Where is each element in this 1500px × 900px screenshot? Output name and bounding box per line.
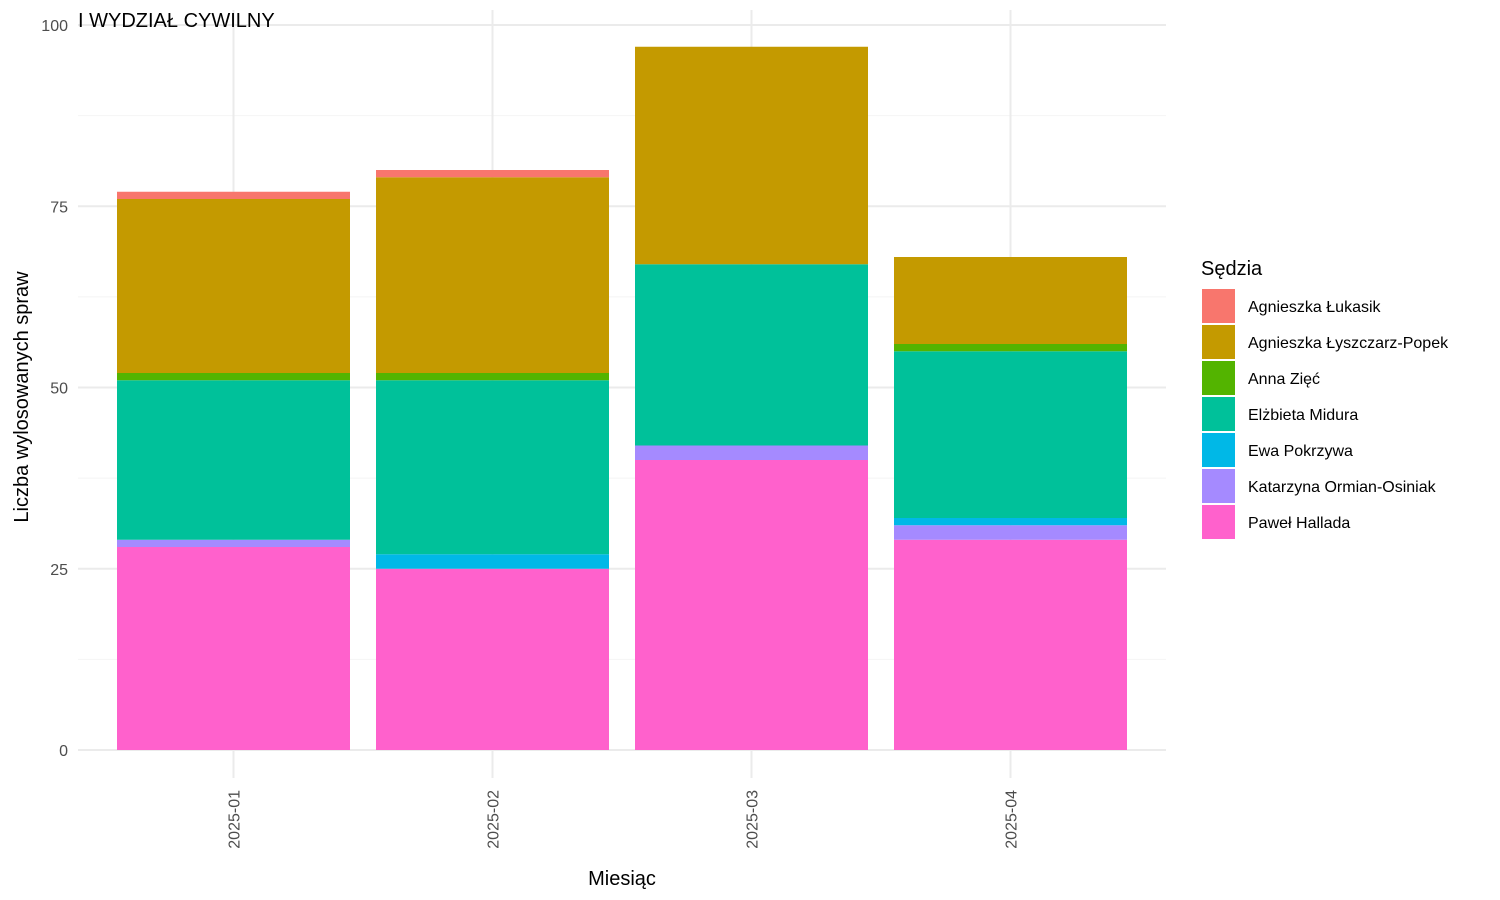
legend-swatch: [1202, 433, 1235, 467]
y-tick-label: 0: [59, 743, 68, 760]
y-tick-label: 100: [41, 18, 68, 35]
bar-segment: [376, 373, 609, 381]
legend-label: Agnieszka Łyszczarz-Popek: [1248, 335, 1449, 352]
bar-segment: [894, 539, 1127, 750]
x-tick-label: 2025-04: [1004, 790, 1021, 849]
bar-segment: [376, 177, 609, 373]
legend-label: Katarzyna Ormian-Osiniak: [1248, 479, 1437, 496]
x-tick-label: 2025-03: [745, 790, 762, 849]
bar-segment: [117, 380, 350, 540]
bar-segment: [376, 554, 609, 569]
y-tick-label: 75: [50, 199, 68, 216]
x-axis-ticks: 2025-01 2025-02 2025-03 2025-04: [227, 790, 1021, 849]
y-tick-label: 25: [50, 562, 68, 579]
bar-segment: [117, 539, 350, 547]
bar-segment: [894, 257, 1127, 344]
bars: [117, 46, 1127, 750]
chart-title: I WYDZIAŁ CYWILNY: [78, 10, 275, 32]
legend-swatch: [1202, 469, 1235, 503]
bar-segment: [894, 525, 1127, 540]
x-tick-label: 2025-01: [227, 790, 244, 849]
legend-label: Elżbieta Midura: [1248, 407, 1358, 424]
legend-label: Agnieszka Łukasik: [1248, 299, 1382, 316]
legend-title: Sędzia: [1201, 258, 1263, 280]
legend-swatch: [1202, 361, 1235, 395]
bar-segment: [635, 445, 868, 460]
legend: Sędzia Agnieszka Łukasik Agnieszka Łyszcz…: [1201, 258, 1449, 539]
bar-segment: [635, 264, 868, 446]
bar-segment: [117, 199, 350, 373]
legend-label: Paweł Hallada: [1248, 515, 1350, 532]
legend-swatch: [1202, 289, 1235, 323]
y-tick-label: 50: [50, 381, 68, 398]
legend-swatch: [1202, 505, 1235, 539]
x-tick-label: 2025-02: [486, 790, 503, 849]
bar-segment: [376, 568, 609, 750]
bar-segment: [376, 170, 609, 178]
bar-segment: [635, 46, 868, 265]
bar-segment: [894, 518, 1127, 526]
y-axis-title: Liczba wylosowanych spraw: [11, 271, 33, 523]
legend-swatch: [1202, 325, 1235, 359]
bar-segment: [117, 547, 350, 750]
y-axis-ticks: 0 25 50 75 100: [41, 18, 68, 760]
x-axis-title: Miesiąc: [588, 868, 656, 890]
bar-segment: [894, 351, 1127, 518]
bar-segment: [635, 460, 868, 750]
legend-label: Ewa Pokrzywa: [1248, 443, 1353, 460]
bar-segment: [894, 344, 1127, 352]
legend-swatch: [1202, 397, 1235, 431]
bar-segment: [117, 373, 350, 381]
bar-segment: [376, 380, 609, 555]
bar-segment: [117, 191, 350, 199]
legend-label: Anna Zięć: [1248, 371, 1320, 388]
